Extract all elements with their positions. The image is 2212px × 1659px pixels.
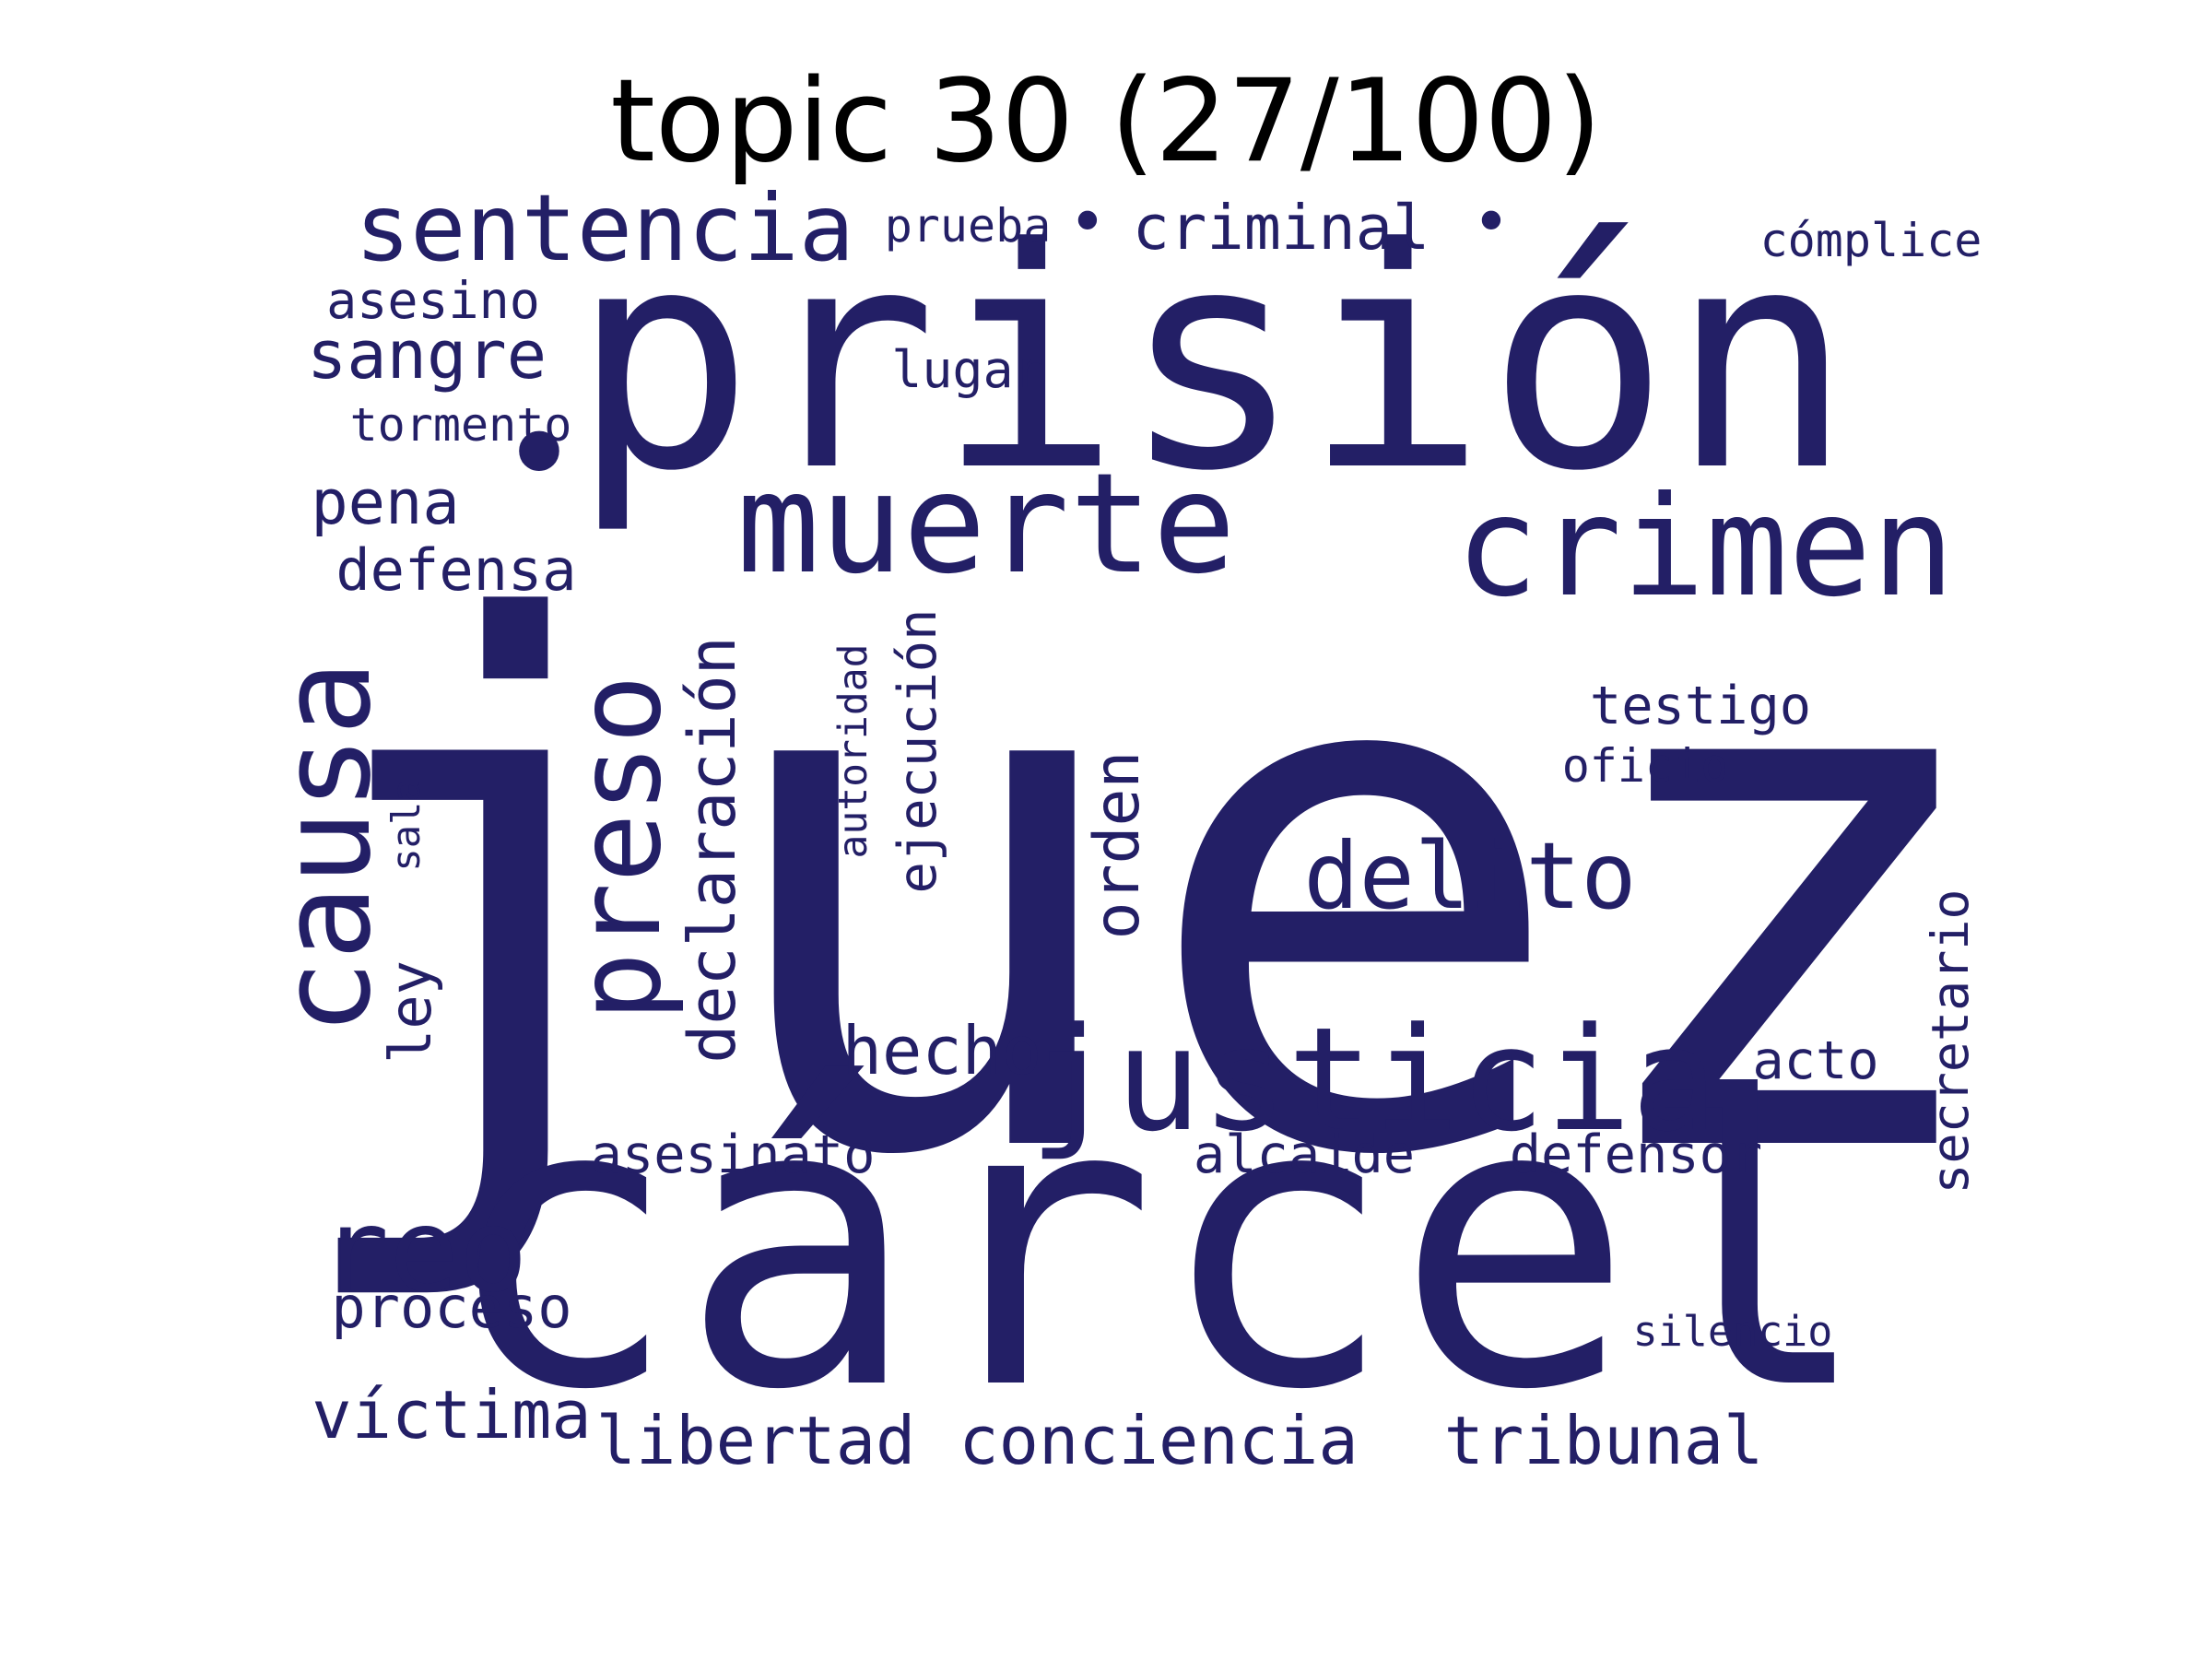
word-34: autoridad	[830, 644, 877, 859]
word-28: acto	[1752, 1030, 1878, 1091]
word-25: defensa	[335, 536, 576, 604]
word-5: justicia	[1030, 996, 1718, 1163]
word-6: causa	[253, 661, 398, 1035]
word-8: delito	[1303, 822, 1636, 930]
word-19: ejecución	[888, 609, 948, 894]
word-11: declaración	[675, 636, 750, 1064]
word-0: juez	[273, 476, 2004, 1312]
word-37: silencio	[1633, 1307, 1833, 1356]
word-42: •	[498, 375, 581, 535]
word-30: criminal	[1133, 192, 1430, 264]
word-13: conciencia	[959, 1402, 1358, 1479]
word-15: víctima	[312, 1376, 591, 1453]
word-16: libertad	[596, 1402, 916, 1479]
word-35: tormento	[350, 398, 572, 452]
word-7: preso	[553, 675, 687, 1021]
word-4: crimen	[1455, 467, 1955, 628]
word-27: asesino	[326, 271, 540, 330]
word-22: asesinato	[591, 1124, 876, 1185]
topic-title: topic 30 (27/100)	[610, 55, 1602, 188]
word-14: tribunal	[1444, 1402, 1764, 1479]
word-41: •	[1472, 184, 1511, 260]
word-38: sala	[383, 778, 429, 871]
word-2: prisión	[571, 183, 1853, 537]
word-9: reo	[320, 1184, 528, 1318]
word-18: sangre	[307, 316, 547, 394]
word-12: orden	[1081, 751, 1154, 940]
word-1: cárcel	[441, 1016, 1872, 1477]
word-32: lugar	[891, 340, 1044, 399]
word-24: defensor	[1510, 1124, 1763, 1185]
word-10: sentencia	[355, 174, 854, 282]
word-29: secretario	[1921, 888, 1980, 1194]
word-17: hecho	[842, 1012, 1042, 1089]
word-36: oficio	[1562, 739, 1729, 793]
word-21: pena	[311, 466, 459, 538]
word-40: •	[1068, 184, 1107, 260]
word-33: cómplice	[1760, 214, 1983, 267]
word-39: prueba	[885, 199, 1052, 253]
word-26: proceso	[331, 1274, 571, 1341]
word-20: testigo	[1590, 676, 1811, 736]
word-31: ley	[377, 960, 444, 1064]
word-3: muerte	[736, 444, 1236, 605]
word-23: alcaide	[1194, 1124, 1415, 1185]
